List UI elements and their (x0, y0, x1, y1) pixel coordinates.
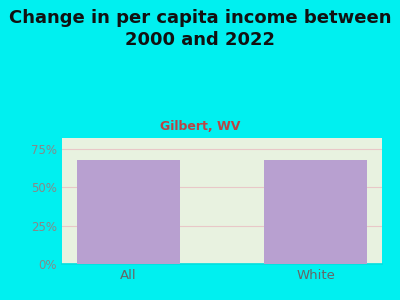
Bar (264, 160, 368, 264)
Text: Change in per capita income between
2000 and 2022: Change in per capita income between 2000… (9, 9, 391, 49)
Text: Gilbert, WV: Gilbert, WV (160, 120, 240, 133)
Bar (76, 160, 180, 264)
